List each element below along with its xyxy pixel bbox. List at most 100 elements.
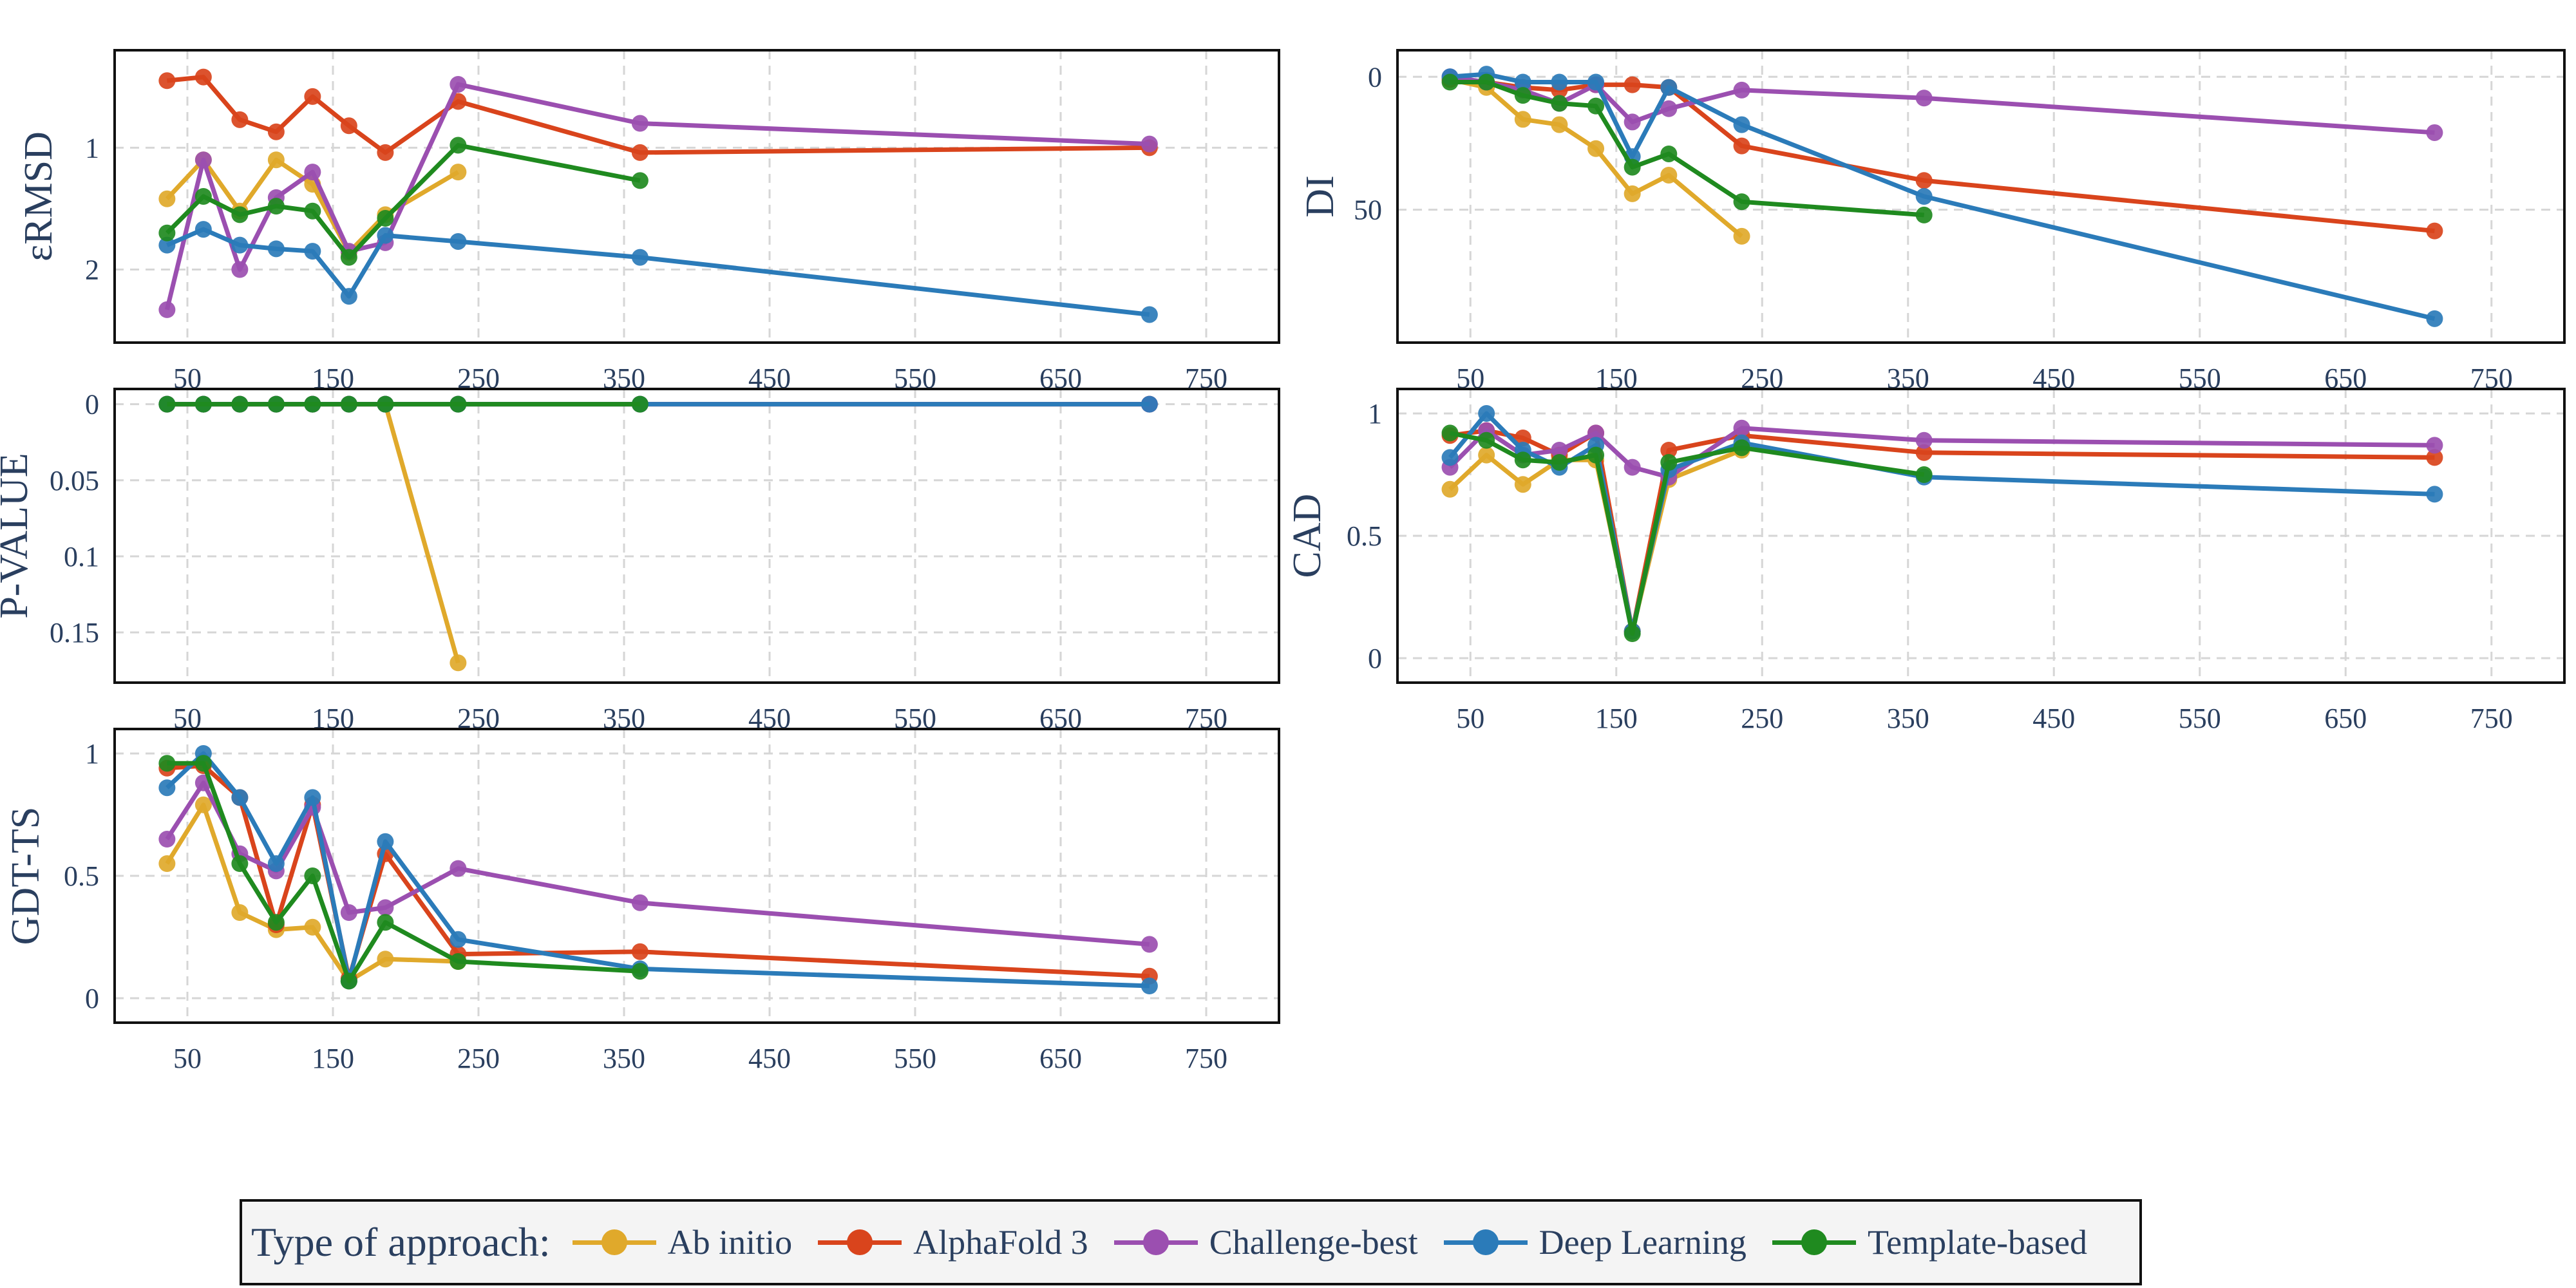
data-point-template-based	[158, 755, 176, 772]
data-point-deep-learning	[1478, 405, 1495, 422]
data-point-ab-initio	[377, 951, 394, 968]
data-point-deep-learning	[2426, 486, 2443, 503]
data-point-deep-learning	[340, 288, 357, 305]
legend-item-challenge-best[interactable]: Challenge-best	[1113, 1222, 1418, 1262]
y-axis-label: P-VALUE	[0, 453, 36, 618]
data-point-challenge-best	[194, 151, 212, 169]
series-template-based	[1441, 73, 1933, 223]
data-point-challenge-best	[158, 831, 176, 848]
data-point-deep-learning	[231, 789, 249, 806]
data-point-ab-initio	[158, 855, 176, 872]
data-point-alphafold-3	[1514, 430, 1531, 446]
data-point-ab-initio	[1587, 140, 1605, 157]
series-line-challenge-best	[1450, 74, 2435, 135]
data-point-template-based	[340, 249, 357, 266]
x-tick-label: 450	[748, 1043, 791, 1074]
data-point-ab-initio	[1660, 166, 1678, 184]
data-point-ab-initio	[267, 151, 285, 169]
data-point-challenge-best	[1624, 459, 1641, 476]
data-point-template-based	[304, 202, 321, 220]
data-point-alphafold-3	[2426, 449, 2443, 466]
data-point-template-based	[158, 395, 176, 413]
series-ab-initio	[158, 796, 467, 990]
data-point-template-based	[231, 395, 249, 413]
series-line-alphafold-3	[167, 75, 1150, 155]
data-point-alphafold-3	[1660, 442, 1678, 459]
data-point-challenge-best	[231, 261, 249, 278]
data-point-challenge-best	[450, 75, 467, 93]
data-point-template-based	[1915, 466, 1933, 483]
data-point-deep-learning	[267, 855, 285, 872]
data-point-template-based	[377, 210, 394, 227]
y-tick-label: 0	[1368, 61, 1382, 93]
series-template-based	[158, 137, 649, 266]
data-point-ab-initio	[1441, 480, 1459, 498]
data-point-deep-learning	[1441, 449, 1459, 466]
data-point-alphafold-3	[377, 144, 394, 161]
series-template-based	[158, 755, 649, 990]
legend-item-alphafold-3[interactable]: AlphaFold 3	[818, 1222, 1088, 1262]
chart-p-value: 50 150 250 350 450 550 650 75000.050.10.15P-VAL…	[0, 388, 1280, 734]
data-point-ab-initio	[1733, 227, 1750, 245]
series-challenge-best	[158, 75, 1158, 318]
plot-frame	[113, 49, 1280, 344]
legend-swatch	[1772, 1229, 1856, 1255]
data-point-deep-learning	[1514, 73, 1531, 91]
data-point-challenge-best	[631, 894, 649, 911]
y-axis-label: GDT-TS	[4, 807, 48, 945]
data-point-template-based	[1733, 193, 1750, 211]
data-point-template-based	[304, 395, 321, 413]
data-point-template-based	[194, 755, 212, 772]
data-point-challenge-best	[304, 164, 321, 181]
data-point-ab-initio	[1514, 476, 1531, 493]
data-point-challenge-best	[158, 301, 176, 318]
y-tick-label: 1	[85, 132, 99, 164]
data-point-alphafold-3	[267, 123, 285, 140]
data-point-alphafold-3	[631, 144, 649, 161]
legend-item-ab-initio[interactable]: Ab initio	[572, 1222, 792, 1262]
data-point-deep-learning	[377, 833, 394, 850]
legend-label: Template-based	[1867, 1223, 2087, 1262]
y-tick-label: 0.5	[1347, 520, 1382, 552]
data-point-deep-learning	[267, 240, 285, 258]
data-point-template-based	[1478, 431, 1495, 449]
series-line-deep-learning	[166, 227, 1150, 317]
x-tick-label: 650	[2324, 703, 2367, 734]
data-point-ab-initio	[304, 918, 321, 936]
legend-items: Ab initio AlphaFold 3 Challenge-best Deep L…	[572, 1222, 2113, 1262]
data-point-template-based	[1514, 87, 1531, 104]
plot-frame	[113, 388, 1280, 684]
data-point-template-based	[1624, 158, 1641, 176]
data-point-deep-learning	[2426, 310, 2443, 327]
legend: Type of approach: Ab initio AlphaFold 3 Ch…	[240, 1199, 2142, 1285]
data-point-deep-learning	[1660, 79, 1678, 96]
y-tick-label: 0	[85, 389, 99, 421]
data-point-ab-initio	[450, 654, 467, 672]
data-point-ab-initio	[1624, 185, 1641, 202]
data-point-alphafold-3	[194, 68, 212, 86]
legend-item-deep-learning[interactable]: Deep Learning	[1443, 1222, 1747, 1262]
data-point-template-based	[1587, 97, 1605, 115]
legend-swatch	[572, 1229, 656, 1255]
legend-title: Type of approach:	[251, 1219, 551, 1265]
series-line-ab-initio	[167, 402, 460, 664]
data-point-deep-learning	[194, 221, 212, 238]
x-tick-label: 150	[1595, 703, 1638, 734]
data-point-template-based	[377, 395, 394, 413]
x-tick-label: 350	[603, 1043, 645, 1074]
y-tick-label: 0.05	[50, 465, 99, 497]
data-point-template-based	[1514, 451, 1531, 469]
legend-label: Challenge-best	[1209, 1223, 1418, 1262]
chart-cad: 50 150 250 350 450 550 650 750 0 0.5 1 CAD	[1285, 388, 2566, 734]
data-point-ab-initio	[1514, 111, 1531, 128]
y-tick-label: 1	[85, 738, 99, 770]
data-point-challenge-best	[1660, 100, 1678, 117]
data-point-challenge-best	[631, 115, 649, 132]
data-point-template-based	[377, 914, 394, 931]
legend-item-template-based[interactable]: Template-based	[1772, 1222, 2087, 1262]
x-tick-label: 350	[1887, 703, 1929, 734]
data-point-challenge-best	[1141, 936, 1158, 953]
series-ab-initio	[1441, 442, 1750, 640]
data-point-challenge-best	[450, 860, 467, 877]
legend-swatch	[818, 1229, 902, 1255]
